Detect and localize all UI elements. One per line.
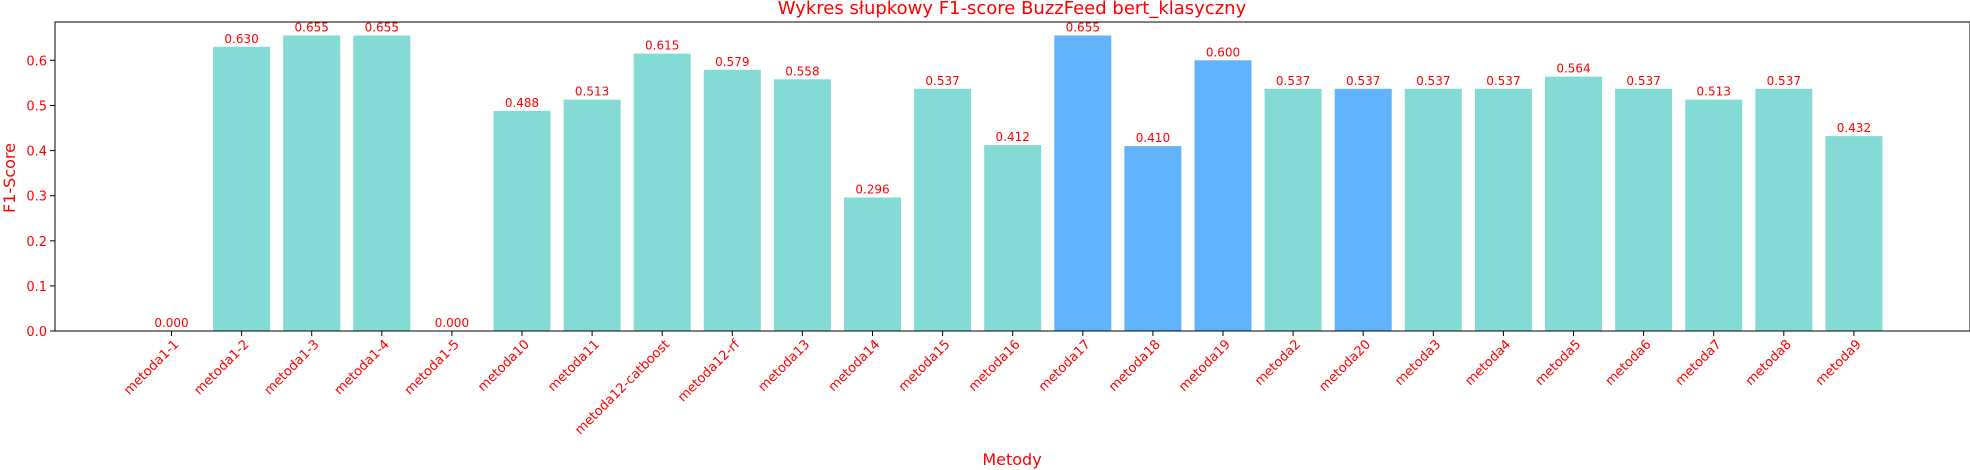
bar-metoda1-4 [353,35,411,331]
value-label-metoda5: 0.564 [1556,62,1590,76]
x-tick-label-metoda12-rf: metoda12-rf [675,337,743,405]
y-tick-label: 0.3 [26,190,47,205]
bar-metoda20 [1334,88,1392,331]
y-tick-label: 0.4 [26,145,47,160]
x-tick-label-metoda16: metoda16 [966,337,1024,395]
value-label-metoda15: 0.537 [925,74,959,88]
chart-title: Wykres słupkowy F1-score BuzzFeed bert_k… [778,0,1247,19]
x-tick-label-metoda15: metoda15 [896,337,954,395]
x-tick-label-metoda10: metoda10 [475,337,533,395]
x-tick-label-metoda7: metoda7 [1673,337,1725,389]
value-label-metoda13: 0.558 [785,64,819,78]
x-tick-label-metoda1-3: metoda1-3 [262,337,323,398]
y-tick-label: 0.2 [26,235,47,250]
x-tick-label-metoda18: metoda18 [1106,337,1164,395]
x-tick-label-metoda1-5: metoda1-5 [402,337,463,398]
y-axis-ticks: 0.0 0.1 0.2 0.3 0.4 0.5 0.6 [26,54,55,340]
value-label-metoda8: 0.537 [1767,74,1801,88]
value-label-metoda11: 0.513 [575,85,609,99]
plot-frame [54,21,1970,332]
value-label-metoda1-2: 0.630 [224,32,258,46]
value-label-metoda9: 0.432 [1837,121,1871,135]
bar-metoda8 [1755,88,1813,331]
x-tick-label-metoda8: metoda8 [1743,337,1795,389]
x-tick-label-metoda2: metoda2 [1252,337,1304,389]
y-axis-label: F1-Score [0,143,19,213]
x-tick-label-metoda1-1: metoda1-1 [121,337,182,398]
value-label-metoda1-1: 0.000 [154,316,188,330]
bar-metoda5 [1545,76,1602,331]
x-tick-label-metoda9: metoda9 [1813,337,1865,389]
bar-metoda3 [1404,88,1462,331]
bar-metoda16 [984,145,1042,331]
value-label-metoda1-4: 0.655 [365,21,399,35]
bar-metoda1-2 [213,46,271,332]
bar-metoda18 [1124,146,1182,331]
value-label-metoda18: 0.410 [1136,131,1170,145]
bar-metoda7 [1685,99,1743,331]
bar-metoda15 [914,88,972,331]
bar-metoda12-rf [703,69,761,332]
x-axis-label: Metody [982,450,1041,469]
x-tick-label-metoda11: metoda11 [545,337,603,395]
value-label-metoda6: 0.537 [1626,74,1660,88]
bar-metoda14 [844,197,901,331]
value-label-metoda20: 0.537 [1346,74,1380,88]
bars-group [213,35,1883,332]
x-tick-label-metoda1-4: metoda1-4 [332,337,393,398]
value-label-metoda19: 0.600 [1206,45,1240,59]
value-label-metoda10: 0.488 [505,96,539,110]
y-tick-label: 0.0 [26,325,47,340]
value-label-metoda4: 0.537 [1486,74,1520,88]
y-tick-label: 0.1 [26,280,47,295]
value-label-metoda2: 0.537 [1276,74,1310,88]
bar-metoda19 [1194,60,1252,332]
value-labels-group: 0.000 0.630 0.655 0.655 0.000 0.488 0.513 0.615… [154,21,1871,331]
x-tick-label-metoda3: metoda3 [1392,337,1444,389]
bar-metoda2 [1264,88,1322,331]
value-label-metoda14: 0.296 [855,183,889,197]
bar-metoda11 [563,99,621,331]
value-label-metoda7: 0.513 [1697,85,1731,99]
bar-metoda9 [1825,136,1883,331]
x-axis-ticks: metoda1-1 metoda1-2 metoda1-3 metoda1-4 meto… [121,331,1865,438]
value-label-metoda3: 0.537 [1416,74,1450,88]
bar-metoda12-catboost [633,53,691,331]
bar-metoda1-3 [283,35,341,331]
bar-metoda4 [1474,88,1532,331]
y-tick-label: 0.5 [26,100,47,115]
x-tick-label-metoda13: metoda13 [756,337,814,395]
x-tick-label-metoda5: metoda5 [1533,337,1585,389]
value-label-metoda12-rf: 0.579 [715,55,749,69]
bar-metoda6 [1615,88,1673,331]
x-tick-label-metoda14: metoda14 [826,337,884,395]
x-tick-label-metoda19: metoda19 [1176,337,1234,395]
x-tick-label-metoda4: metoda4 [1462,337,1514,389]
value-label-metoda1-3: 0.655 [295,21,329,35]
x-tick-label-metoda20: metoda20 [1316,337,1374,395]
x-tick-label-metoda17: metoda17 [1036,337,1094,395]
value-label-metoda16: 0.412 [996,130,1030,144]
x-tick-label-metoda6: metoda6 [1603,337,1655,389]
value-label-metoda12-catboost: 0.615 [645,39,679,53]
bar-metoda13 [773,79,831,331]
bar-metoda10 [493,110,551,332]
x-tick-label-metoda1-2: metoda1-2 [191,337,252,398]
value-label-metoda1-5: 0.000 [435,316,469,330]
value-label-metoda17: 0.655 [1066,21,1100,35]
bar-metoda17 [1054,35,1112,331]
y-tick-label: 0.6 [26,54,47,69]
